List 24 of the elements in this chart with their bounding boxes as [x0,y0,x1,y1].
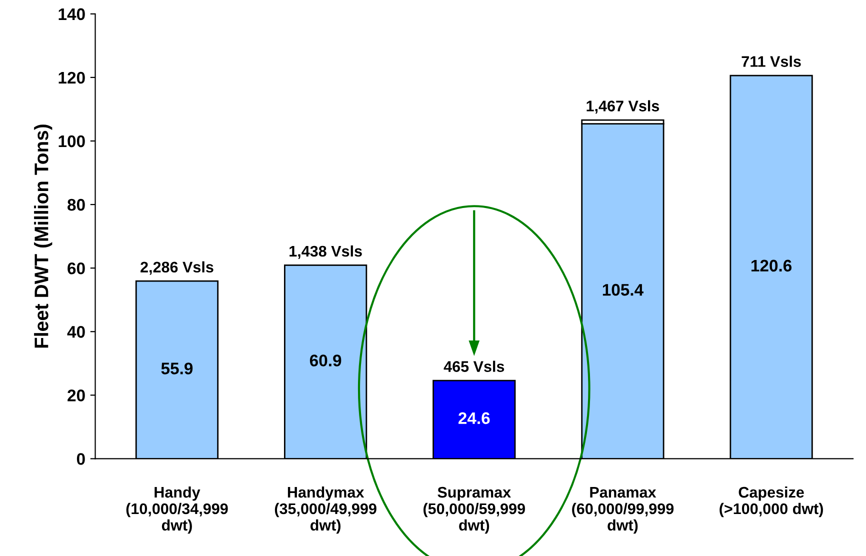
data-label: 105.4 [602,284,644,296]
annotation: 711 Vsls [742,56,801,67]
data-label: 24.6 [458,412,490,424]
x-tick-label: Panamax (60,000/99,999 dwt) [572,487,674,534]
y-tick-label: 100 [58,135,85,148]
y-tick-label: 120 [58,72,85,84]
annotation: 2,286 Vsls [140,261,214,275]
y-tick-label: 0 [76,453,85,465]
y-axis-title: Fleet DWT (Million Tons) [34,124,52,348]
annotation: 1,438 Vsls [290,245,362,259]
x-tick-label: Capesize (>100,000 dwt) [720,486,823,518]
x-tick-label: Supramax (50,000/59,999 dwt) [424,486,525,534]
y-tick-label: 40 [67,326,85,338]
y-tick-label: 140 [58,8,85,20]
y-tick-label: 80 [68,198,85,211]
y-tick-label: 60 [68,262,85,274]
annotation: 1,467 Vsls [586,100,660,114]
annotation: 465 Vsls [444,360,504,372]
x-tick-label: Handymax (35,000/49,999 dwt) [274,486,376,534]
y-tick-label: 20 [68,390,85,402]
x-tick-label: Handy (10,000/34,999 dwt) [126,486,228,534]
data-label: 60.9 [310,354,342,366]
data-label: 120.6 [751,260,792,272]
data-label: 55.9 [161,362,193,374]
